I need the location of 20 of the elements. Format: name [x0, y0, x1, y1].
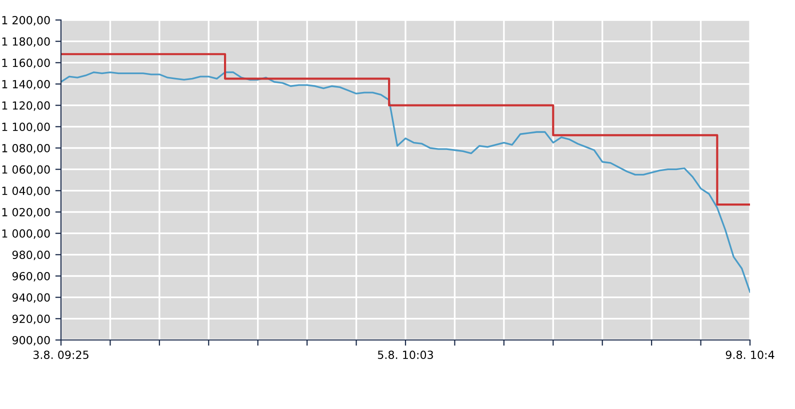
y-tick-label: 940,00: [12, 293, 50, 303]
y-tick-label: 1 040,00: [2, 186, 50, 196]
y-tick-label: 980,00: [12, 250, 50, 260]
y-tick-label: 1 120,00: [2, 101, 50, 111]
y-tick-label: 1 080,00: [2, 144, 50, 154]
y-tick-label: 1 060,00: [2, 165, 50, 175]
y-tick-label: 960,00: [12, 272, 50, 282]
y-tick-label: 1 200,00: [2, 16, 50, 26]
y-tick-label: 1 100,00: [2, 122, 50, 132]
y-tick-label: 1 020,00: [2, 208, 50, 218]
x-tick-label: 5.8. 10:03: [378, 350, 433, 360]
y-tick-label: 920,00: [12, 314, 50, 324]
x-tick-label: 3.8. 09:25: [33, 350, 88, 360]
y-tick-label: 1 160,00: [2, 58, 50, 68]
x-tick-label: 9.8. 10:4: [726, 350, 774, 360]
y-tick-label: 900,00: [12, 336, 50, 346]
y-tick-label: 1 140,00: [2, 80, 50, 90]
line-series: [61, 71, 750, 293]
y-tick-label: 1 180,00: [2, 37, 50, 47]
y-tick-label: 1 000,00: [2, 229, 50, 239]
